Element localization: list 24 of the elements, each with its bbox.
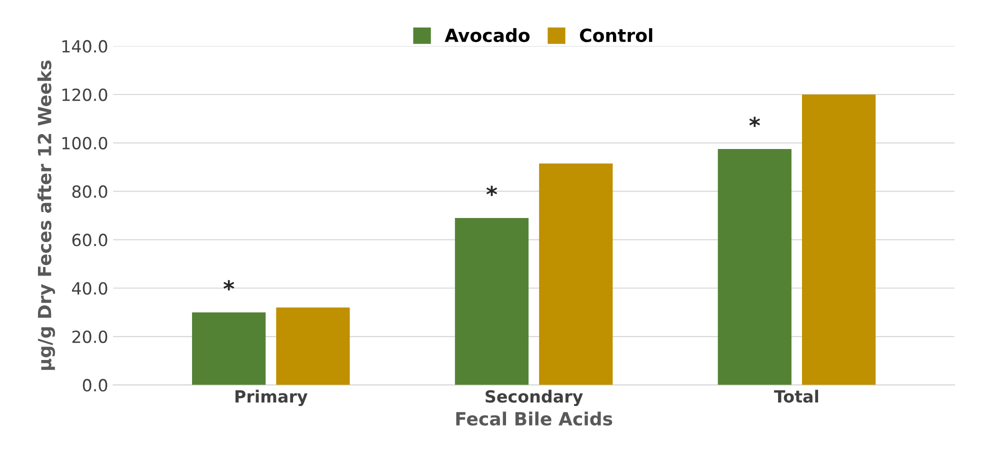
x-tick-label: Secondary: [486, 390, 583, 406]
bar: [539, 163, 613, 385]
bar: [718, 148, 792, 385]
x-tick-label: Total: [774, 390, 818, 403]
y-tick-label: 80.0: [72, 185, 108, 198]
legend-label: Control: [580, 28, 652, 42]
x-tick-label: Primary: [236, 390, 308, 406]
bar: [802, 94, 876, 385]
y-tick-label: 120.0: [62, 88, 108, 102]
bar: [276, 307, 350, 385]
annotation: *: [486, 186, 498, 196]
bar: [454, 218, 529, 385]
y-tick-label: 60.0: [72, 234, 108, 246]
y-tick-label: 140.0: [62, 40, 108, 53]
y-tick-label: 40.0: [72, 282, 108, 295]
y-axis-title: µg/g Dry Feces after 12 Weeks: [37, 60, 56, 370]
legend-label: Avocado: [444, 28, 530, 42]
y-tick-label: 100.0: [62, 136, 108, 150]
x-axis-title: Fecal Bile Acids: [456, 412, 612, 426]
bar: [192, 312, 266, 385]
y-tick-label: 20.0: [72, 330, 108, 344]
annotation: *: [749, 116, 760, 128]
y-tick-label: 0.0: [82, 378, 108, 392]
annotation: *: [223, 280, 234, 290]
